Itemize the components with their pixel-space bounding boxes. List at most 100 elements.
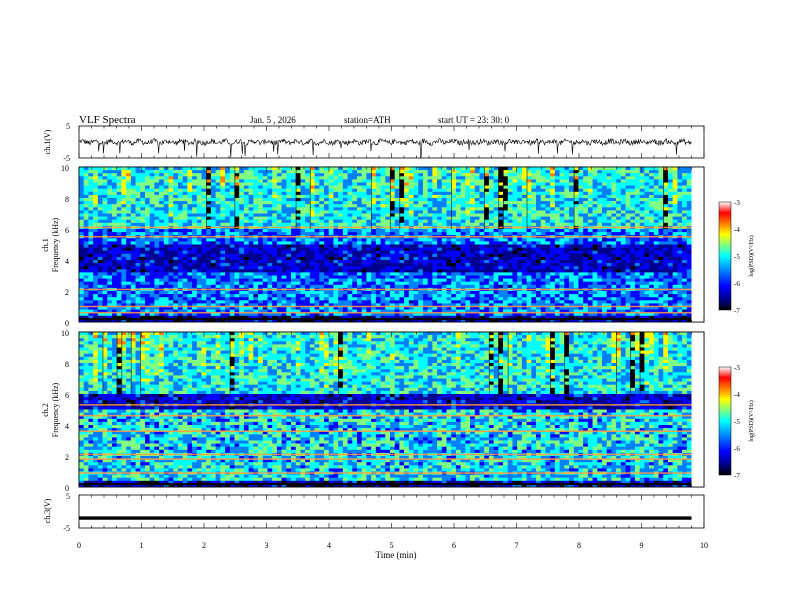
spectrogram-cell (422, 179, 428, 183)
spectrogram-cell (658, 238, 664, 242)
spectrogram-cell (597, 272, 603, 276)
spectrogram-cell (573, 238, 579, 242)
spectrogram-cell (601, 185, 607, 189)
spectrogram-cell (672, 198, 678, 202)
spectrogram-cell (686, 216, 692, 220)
spectrogram-cell (135, 222, 141, 227)
spectrogram-cell (182, 216, 188, 220)
spectrogram-cell (569, 170, 575, 174)
spectrogram-cell (625, 194, 631, 199)
spectrogram-cell (658, 247, 664, 251)
spectrogram-cell (686, 266, 692, 270)
spectrogram-cell (201, 266, 207, 270)
spectrogram-cell (225, 253, 231, 258)
spectrogram-cell (342, 173, 348, 177)
spectrogram-cell (606, 260, 612, 264)
spectrogram-cell (234, 170, 240, 174)
spectrogram-cell (314, 210, 320, 214)
spectrogram-cell (493, 198, 499, 202)
spectrogram-cell (149, 222, 155, 227)
spectrogram-cell (578, 191, 584, 196)
spectrogram-cell (413, 213, 419, 217)
spectrogram-cell (389, 266, 395, 270)
spectrogram-cell (644, 260, 650, 264)
spectrogram-cell (225, 241, 231, 245)
spectrogram-cell (554, 272, 560, 276)
spectrogram-cell (130, 247, 136, 251)
spectrogram-cell (611, 256, 617, 261)
spectrogram-cell (432, 219, 438, 224)
spectrogram-cell (616, 232, 622, 236)
spectrogram-cell (168, 194, 174, 199)
spectrogram-cell (234, 185, 240, 189)
spectrogram-cell (399, 232, 405, 236)
spectrogram-cell (276, 191, 282, 196)
spectrogram-cell (177, 263, 183, 267)
spectrogram-cell (173, 241, 179, 245)
spectrogram-cell (201, 256, 207, 261)
spectrogram-cell (93, 253, 99, 258)
spectrogram-cell (102, 216, 108, 220)
spectrogram-cell (229, 238, 235, 242)
spectrogram-cell (592, 179, 598, 183)
spectrogram-cell (324, 256, 330, 261)
spectrogram-cell (573, 256, 579, 261)
spectrogram-cell (286, 204, 292, 208)
spectrogram-cell (672, 269, 678, 273)
spectrogram-cell (83, 238, 89, 242)
spectrogram-cell (182, 188, 188, 193)
spectrogram-cell (253, 272, 259, 276)
spectrogram-cell (653, 188, 659, 193)
spectrogram-cell (493, 266, 499, 270)
spectrogram-cell (234, 281, 240, 286)
spectrogram-cell (517, 244, 523, 248)
spectrogram-cell (97, 263, 103, 267)
spectrogram-cell (583, 269, 589, 273)
spectrogram-cell (248, 176, 254, 180)
spectrogram-cell (286, 213, 292, 217)
spectrogram-cell (116, 232, 122, 236)
spectrogram-cell (531, 272, 537, 276)
spectrogram-cell (375, 244, 381, 248)
spectrogram-cell (328, 191, 334, 196)
spectrogram-cell (432, 278, 438, 282)
spectrogram-cell (616, 207, 622, 211)
spectrogram-cell (493, 241, 499, 245)
spectrogram-cell (107, 170, 113, 174)
spectrogram-cell (597, 213, 603, 217)
spectrogram-cell (206, 250, 212, 255)
spectrogram-cell (545, 173, 551, 177)
spectrogram-cell (206, 272, 212, 276)
spectrogram-cell (389, 185, 395, 189)
spectrogram-cell (83, 198, 89, 202)
spectrogram-cell (630, 216, 636, 220)
spectrogram-cell (606, 263, 612, 267)
spectrogram-cell (258, 244, 264, 248)
spectrogram-cell (338, 188, 344, 193)
spectrogram-cell (295, 210, 301, 214)
spectrogram-cell (347, 167, 353, 171)
spectrogram-cell (258, 260, 264, 264)
spectrogram-cell (649, 179, 655, 183)
spectrogram-cell (126, 182, 132, 186)
spectrogram-cell (93, 263, 99, 267)
spectrogram-cell (616, 266, 622, 270)
spectrogram-cell (239, 198, 245, 202)
spectrogram-cell (550, 247, 556, 251)
spectrogram-cell (446, 194, 452, 199)
spectrogram-cell (634, 232, 640, 236)
spectrogram-cell (399, 256, 405, 261)
spectrogram-cell (630, 275, 636, 279)
spectrogram-cell (366, 219, 372, 224)
spectrogram-cell (111, 250, 117, 255)
spectrogram-cell (144, 281, 150, 286)
spectrogram-cell (644, 201, 650, 205)
spectrogram-cell (521, 188, 527, 193)
spectrogram-cell (587, 216, 593, 220)
spectrogram-cell (253, 269, 259, 273)
spectrogram-cell (441, 250, 447, 255)
spectrogram-cell (281, 278, 287, 282)
spectrogram-cell (168, 191, 174, 196)
spectrogram-cell (408, 269, 414, 273)
spectrogram-cell (663, 216, 669, 220)
